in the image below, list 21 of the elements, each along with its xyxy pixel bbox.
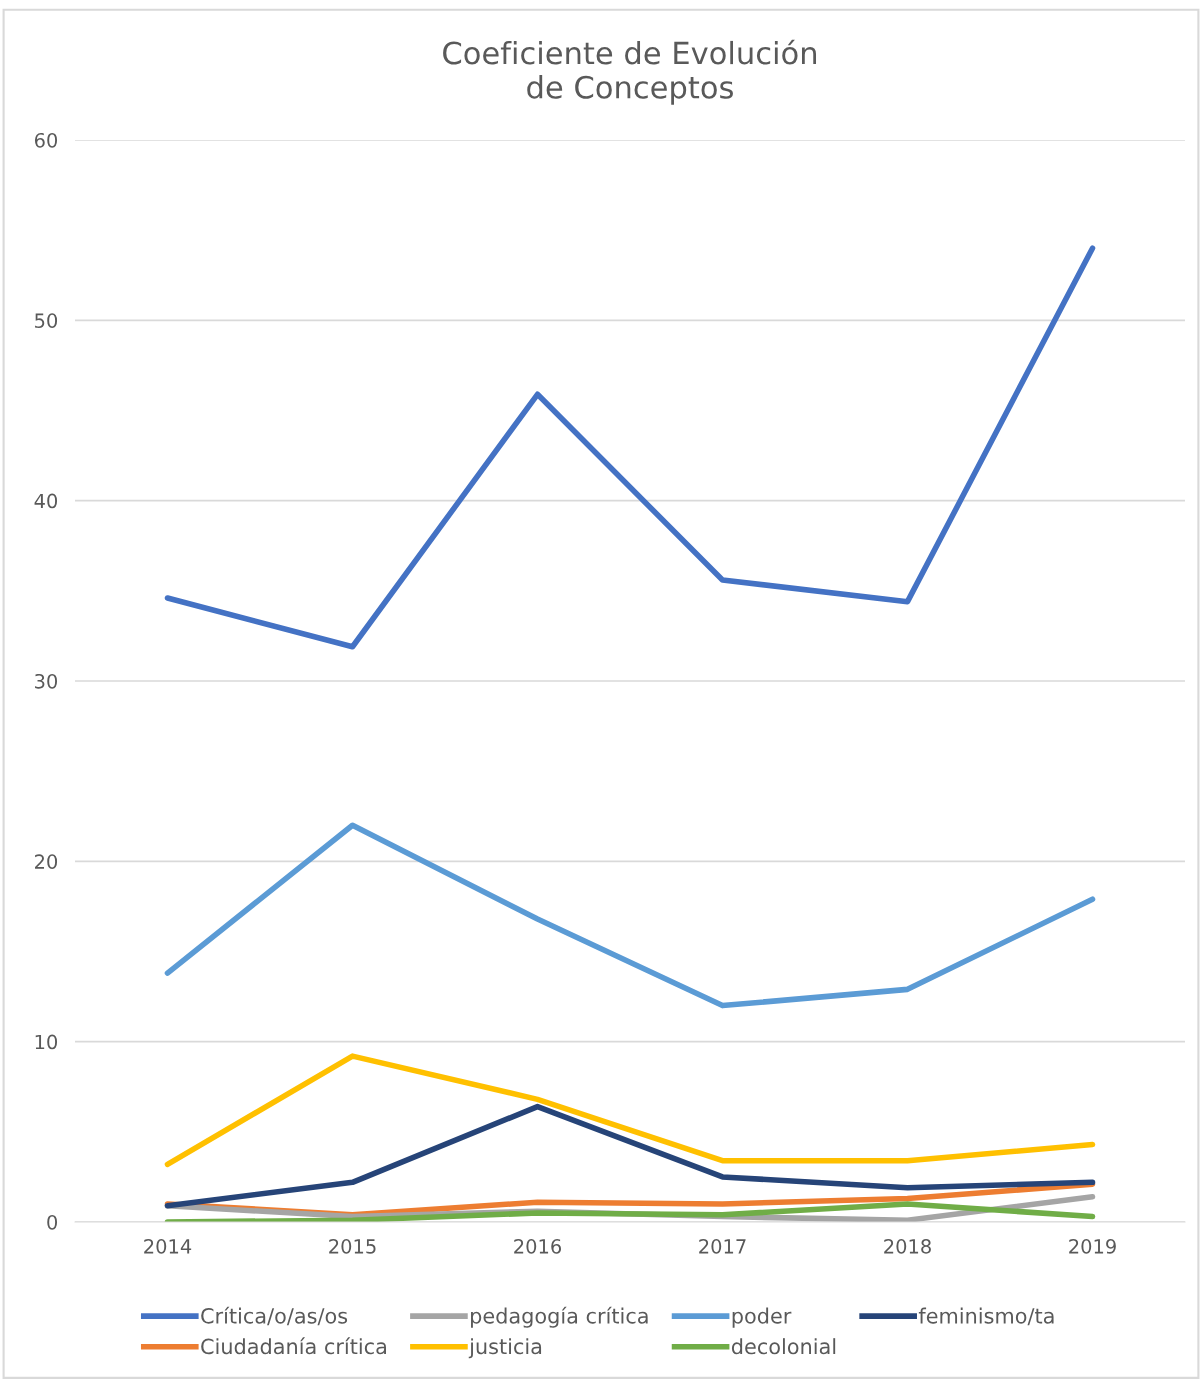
y-tick-label: 0 [47, 1214, 58, 1230]
y-tick-label: 20 [35, 854, 58, 869]
y-tick-label: 10 [35, 1034, 58, 1050]
legend-label: Ciudadanía crítica [201, 1337, 386, 1355]
y-tick-label: 40 [34, 493, 58, 509]
legend-label: feminismo/ta [918, 1307, 1054, 1326]
x-tick-label: 2015 [329, 1239, 376, 1254]
legend-label: poder [732, 1307, 792, 1328]
legend-label: decolonial [731, 1338, 836, 1355]
legend-label: justicia [468, 1338, 542, 1359]
x-tick-label: 2017 [699, 1239, 746, 1254]
x-tick-label: 2014 [144, 1239, 192, 1254]
y-tick-label: 60 [34, 132, 58, 148]
y-tick-label: 30 [35, 673, 58, 689]
y-tick-label: 50 [35, 313, 58, 328]
legend-label: Crítica/o/as/os [201, 1306, 348, 1326]
x-tick-label: 2016 [514, 1239, 562, 1254]
legend-label: pedagogía crítica [471, 1306, 648, 1328]
x-tick-label: 2018 [884, 1239, 931, 1254]
x-tick-label: 2019 [1069, 1239, 1116, 1254]
chart-title: Coeficiente de Evolución de Conceptos [443, 39, 817, 105]
